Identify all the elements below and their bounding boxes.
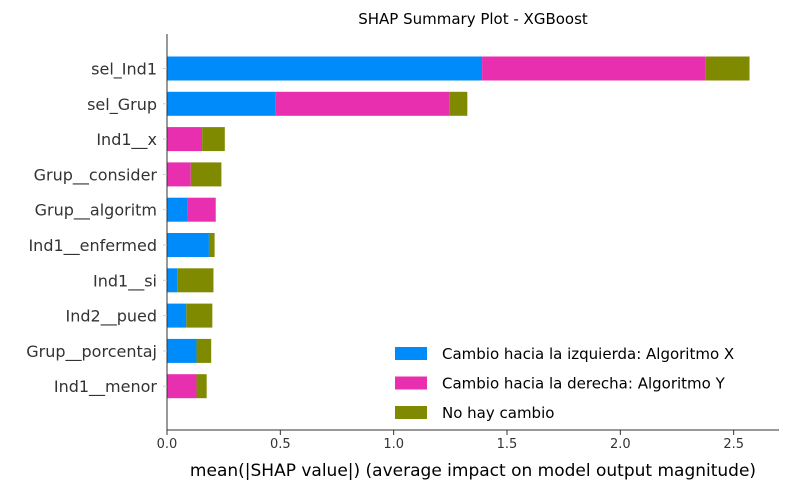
- bar-Grup__porcentaj-series-2: [196, 338, 212, 363]
- x-tick-label: 2.5: [723, 437, 744, 452]
- bar-Grup__algoritm-series-0: [167, 197, 188, 222]
- bar-Ind1__si-series-0: [167, 268, 178, 293]
- legend-label: No hay cambio: [442, 404, 554, 422]
- legend-label: Cambio hacia la derecha: Algoritmo Y: [442, 375, 726, 393]
- bar-Ind1__x-series-1: [167, 127, 203, 152]
- bar-sel_Grup-series-0: [167, 91, 276, 116]
- axis-layer: 0.0 0.5 1.0 1.5 2.0 2.5: [157, 34, 779, 452]
- x-tick-label: 1.5: [497, 437, 518, 452]
- bar-sel_Grup-series-1: [275, 91, 450, 116]
- bar-Grup__algoritm-series-1: [187, 197, 216, 222]
- chart-title: SHAP Summary Plot - XGBoost: [358, 10, 588, 28]
- category-label: Ind1__si: [93, 271, 157, 291]
- category-label: Ind1__menor: [54, 377, 158, 397]
- category-label: Grup__consider: [34, 165, 158, 185]
- bar-sel_Ind1-series-2: [705, 56, 750, 81]
- legend-swatch: [395, 347, 427, 360]
- bar-Grup__consider-series-2: [190, 162, 222, 187]
- bar-Ind1__enfermed-series-0: [167, 233, 209, 257]
- category-label: Grup__algoritm: [35, 201, 157, 221]
- category-label: Ind1__x: [96, 130, 157, 150]
- category-label: Ind1__enfermed: [28, 236, 157, 256]
- x-tick-label: 0.5: [270, 437, 291, 452]
- bar-sel_Ind1-series-1: [482, 56, 706, 81]
- bar-Ind1__menor-series-2: [196, 374, 207, 399]
- category-label: sel_Ind1: [91, 60, 157, 80]
- category-label: Grup__porcentaj: [26, 342, 157, 362]
- bar-sel_Grup-series-2: [449, 91, 468, 116]
- legend-swatch: [395, 376, 427, 390]
- legend: Cambio hacia la izquierda: Algoritmo X Ca…: [395, 345, 734, 422]
- category-label: Ind2__pued: [66, 307, 158, 327]
- bar-Grup__porcentaj-series-0: [167, 338, 197, 363]
- bar-Ind2__pued-series-0: [167, 303, 187, 328]
- bar-Ind2__pued-series-2: [186, 303, 213, 328]
- legend-swatch: [395, 406, 427, 419]
- bar-Ind1__si-series-2: [177, 268, 214, 293]
- bars-layer: [167, 56, 750, 399]
- x-tick-label: 0.0: [157, 437, 178, 452]
- bar-sel_Ind1-series-0: [167, 56, 483, 81]
- bar-Ind1__x-series-2: [202, 127, 225, 152]
- bar-Grup__consider-series-1: [167, 162, 191, 187]
- x-axis-label: mean(|SHAP value|) (average impact on mo…: [190, 461, 756, 481]
- bar-Ind1__enfermed-series-2: [208, 233, 215, 257]
- x-tick-label: 1.0: [383, 437, 404, 452]
- category-labels: sel_Ind1 sel_Grup Ind1__x Grup__consider Gru…: [26, 60, 167, 397]
- category-label: sel_Grup: [87, 95, 157, 115]
- x-tick-label: 2.0: [610, 437, 631, 452]
- legend-label: Cambio hacia la izquierda: Algoritmo X: [442, 345, 734, 363]
- bar-Ind1__menor-series-1: [167, 374, 197, 399]
